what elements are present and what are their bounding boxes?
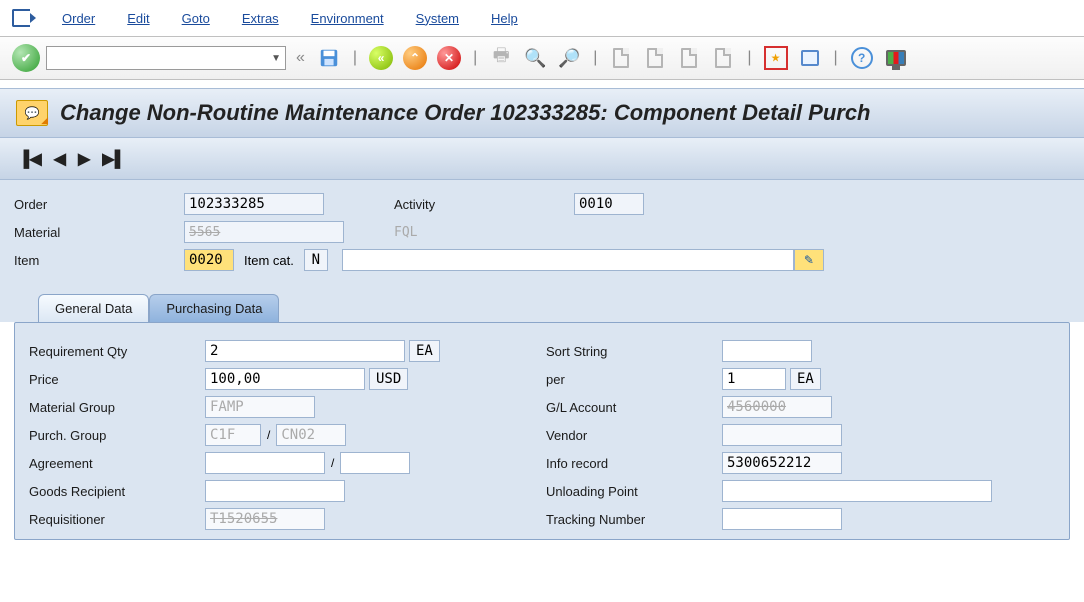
save-button[interactable] bbox=[315, 44, 343, 72]
agreement-label: Agreement bbox=[29, 456, 205, 471]
price-currency: USD bbox=[369, 368, 408, 390]
info-record-label: Info record bbox=[546, 456, 722, 471]
item-text-field[interactable] bbox=[342, 249, 794, 271]
menu-bar: Order Edit Goto Extras Environment Syste… bbox=[0, 0, 1084, 36]
item-field: 0020 bbox=[184, 249, 234, 271]
requisitioner-label: Requisitioner bbox=[29, 512, 205, 527]
goods-recipient-label: Goods Recipient bbox=[29, 484, 205, 499]
tab-general-data[interactable]: General Data bbox=[38, 294, 149, 322]
order-label: Order bbox=[14, 197, 184, 212]
toolbar-separator: | bbox=[830, 49, 842, 67]
find-button[interactable]: 🔍 bbox=[521, 44, 549, 72]
requisitioner-field[interactable]: T1520655 bbox=[205, 508, 325, 530]
vendor-field[interactable] bbox=[722, 424, 842, 446]
help-button[interactable]: ? bbox=[848, 44, 876, 72]
agreement-field[interactable] bbox=[205, 452, 325, 474]
cancel-button[interactable]: ✕ bbox=[435, 44, 463, 72]
header-form: Order 102333285 Activity 0010 Material 5… bbox=[0, 180, 1084, 322]
first-page-button[interactable] bbox=[607, 44, 635, 72]
price-label: Price bbox=[29, 372, 205, 387]
dropdown-caret-icon: ▼ bbox=[271, 53, 281, 64]
last-page-button[interactable] bbox=[709, 44, 737, 72]
tracking-number-field[interactable] bbox=[722, 508, 842, 530]
find-next-button[interactable]: 🔎 bbox=[555, 44, 583, 72]
item-cat-label: Item cat. bbox=[244, 253, 294, 268]
menu-order[interactable]: Order bbox=[62, 11, 95, 26]
layout-button[interactable] bbox=[796, 44, 824, 72]
gui-settings-button[interactable] bbox=[882, 44, 910, 72]
toolbar-separator: | bbox=[589, 49, 601, 67]
right-column: Sort String per 1 EA G/L Account 4560000… bbox=[546, 337, 1055, 533]
purchasing-data-panel: Requirement Qty 2 EA Price 100,00 USD Ma… bbox=[14, 322, 1070, 540]
req-qty-label: Requirement Qty bbox=[29, 344, 205, 359]
first-record-button[interactable]: ▐◀ bbox=[18, 149, 42, 169]
req-qty-unit: EA bbox=[409, 340, 440, 362]
goods-recipient-field[interactable] bbox=[205, 480, 345, 502]
info-record-field: 5300652212 bbox=[722, 452, 842, 474]
material-group-field[interactable]: FAMP bbox=[205, 396, 315, 418]
menu-help[interactable]: Help bbox=[491, 11, 518, 26]
menu-environment[interactable]: Environment bbox=[311, 11, 384, 26]
application-toolbar: ✔ ▼ « | « ⌃ ✕ | 🖶 🔍 🔎 | | ★ | ? bbox=[0, 36, 1084, 80]
per-label: per bbox=[546, 372, 722, 387]
material-description: FQL bbox=[394, 225, 654, 240]
item-cat-field: N bbox=[304, 249, 328, 271]
command-field[interactable]: ▼ bbox=[46, 46, 286, 70]
new-session-button[interactable]: ★ bbox=[762, 44, 790, 72]
material-label: Material bbox=[14, 225, 184, 240]
order-field: 102333285 bbox=[184, 193, 324, 215]
purch-group-field[interactable]: C1F bbox=[205, 424, 261, 446]
app-logo-icon[interactable] bbox=[12, 9, 30, 27]
exit-button[interactable]: ⌃ bbox=[401, 44, 429, 72]
long-text-button[interactable]: ✎ bbox=[794, 249, 824, 271]
price-field[interactable]: 100,00 bbox=[205, 368, 365, 390]
per-field[interactable]: 1 bbox=[722, 368, 786, 390]
menu-extras[interactable]: Extras bbox=[242, 11, 279, 26]
purch-group-2-field[interactable]: CN02 bbox=[276, 424, 346, 446]
sort-string-label: Sort String bbox=[546, 344, 722, 359]
object-icon[interactable]: 💬 bbox=[16, 100, 48, 126]
vendor-label: Vendor bbox=[546, 428, 722, 443]
item-label: Item bbox=[14, 253, 184, 268]
prev-page-button[interactable] bbox=[641, 44, 669, 72]
prev-record-button[interactable]: ◀ bbox=[54, 149, 66, 169]
gl-account-label: G/L Account bbox=[546, 400, 722, 415]
back-button[interactable]: « bbox=[367, 44, 395, 72]
title-bar: 💬 Change Non-Routine Maintenance Order 1… bbox=[0, 88, 1084, 138]
page-title: Change Non-Routine Maintenance Order 102… bbox=[60, 100, 871, 126]
material-field: 5565 bbox=[184, 221, 344, 243]
agreement-item-field[interactable] bbox=[340, 452, 410, 474]
toolbar-separator: « bbox=[292, 49, 309, 67]
activity-label: Activity bbox=[394, 197, 574, 212]
unloading-point-label: Unloading Point bbox=[546, 484, 722, 499]
toolbar-separator: | bbox=[743, 49, 755, 67]
toolbar-separator: | bbox=[349, 49, 361, 67]
tab-purchasing-data[interactable]: Purchasing Data bbox=[149, 294, 279, 322]
print-button[interactable]: 🖶 bbox=[487, 44, 515, 72]
last-record-button[interactable]: ▶▌ bbox=[102, 149, 126, 169]
req-qty-field[interactable]: 2 bbox=[205, 340, 405, 362]
menu-edit[interactable]: Edit bbox=[127, 11, 149, 26]
tracking-number-label: Tracking Number bbox=[546, 512, 722, 527]
left-column: Requirement Qty 2 EA Price 100,00 USD Ma… bbox=[29, 337, 538, 533]
unloading-point-field[interactable] bbox=[722, 480, 992, 502]
gl-account-field[interactable]: 4560000 bbox=[722, 396, 832, 418]
material-group-label: Material Group bbox=[29, 400, 205, 415]
sort-string-field[interactable] bbox=[722, 340, 812, 362]
purch-group-label: Purch. Group bbox=[29, 428, 205, 443]
record-navigation: ▐◀ ◀ ▶ ▶▌ bbox=[0, 138, 1084, 180]
enter-button[interactable]: ✔ bbox=[12, 44, 40, 72]
menu-system[interactable]: System bbox=[416, 11, 459, 26]
menu-goto[interactable]: Goto bbox=[182, 11, 210, 26]
toolbar-separator: | bbox=[469, 49, 481, 67]
next-page-button[interactable] bbox=[675, 44, 703, 72]
per-unit: EA bbox=[790, 368, 821, 390]
next-record-button[interactable]: ▶ bbox=[78, 149, 90, 169]
activity-field: 0010 bbox=[574, 193, 644, 215]
tab-strip: General Data Purchasing Data bbox=[14, 294, 1070, 322]
